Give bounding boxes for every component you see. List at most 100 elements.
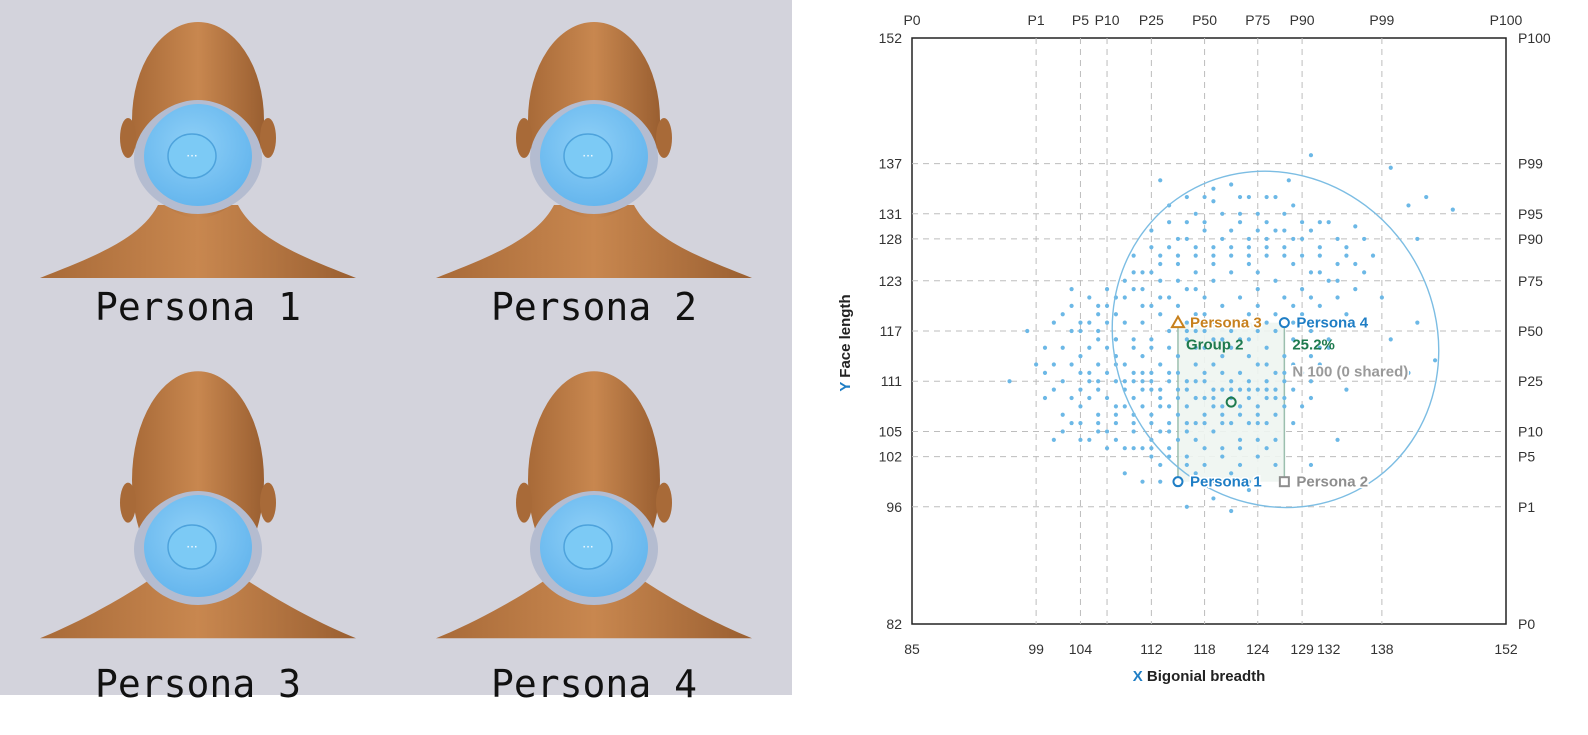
data-point: [1264, 379, 1269, 384]
data-point: [1291, 362, 1296, 367]
data-point: [1255, 287, 1260, 292]
data-point: [1229, 270, 1234, 275]
data-point: [1096, 312, 1101, 317]
data-point: [1193, 395, 1198, 401]
data-point: [1335, 278, 1340, 283]
data-point: [1060, 312, 1065, 317]
group-share-label: 25.2%: [1292, 337, 1335, 354]
data-point: [1211, 199, 1216, 204]
data-point: [1264, 345, 1269, 350]
data-point: [1149, 370, 1154, 375]
data-point: [1104, 395, 1110, 401]
x-percentile-label: P99: [1369, 12, 1394, 28]
data-point: [1273, 278, 1278, 283]
data-point: [1184, 287, 1189, 292]
data-point: [1229, 228, 1234, 233]
data-point: [1237, 194, 1243, 200]
data-point: [1202, 194, 1207, 200]
data-point: [1122, 362, 1127, 367]
data-point: [1273, 462, 1278, 468]
data-point: [1415, 320, 1420, 325]
data-point: [1344, 387, 1349, 392]
data-point: [1149, 245, 1154, 250]
data-point: [1069, 420, 1074, 426]
data-point: [1122, 446, 1127, 451]
data-point: [1229, 182, 1234, 187]
data-point: [1184, 337, 1189, 342]
data-point: [1211, 245, 1216, 250]
data-point: [1042, 370, 1048, 375]
data-point: [1096, 420, 1101, 426]
data-point: [1211, 337, 1216, 342]
group-label: Group 2: [1186, 337, 1244, 354]
data-point: [1104, 320, 1110, 325]
data-point: [1051, 362, 1056, 367]
x-tick-label: 85: [904, 641, 920, 657]
data-point: [1220, 446, 1225, 451]
data-point: [1193, 287, 1198, 292]
data-point: [1335, 295, 1340, 300]
persona-label: Persona 4: [491, 662, 697, 706]
data-point: [1211, 186, 1216, 191]
x-axis-title: X Bigonial breadth: [1133, 668, 1266, 685]
data-point: [1308, 462, 1314, 468]
data-point: [1087, 345, 1092, 350]
data-point: [1211, 496, 1216, 501]
data-point: [1308, 328, 1314, 334]
data-point: [1211, 362, 1216, 367]
data-point: [1326, 345, 1331, 350]
data-point: [1220, 412, 1225, 417]
y-axis-name: Face length: [837, 294, 854, 377]
data-point: [1149, 337, 1154, 342]
data-point: [1202, 379, 1207, 384]
data-point: [1264, 446, 1269, 451]
data-point: [1087, 320, 1092, 325]
data-point: [1326, 278, 1331, 283]
data-point: [1220, 354, 1225, 359]
data-point: [1167, 295, 1172, 300]
data-point: [1167, 220, 1172, 225]
data-point: [1104, 370, 1110, 375]
persona-annotation: Persona 4: [1296, 315, 1368, 332]
data-point: [1255, 437, 1260, 442]
data-point: [1317, 303, 1322, 308]
data-point: [1246, 312, 1251, 317]
data-point: [1167, 379, 1172, 384]
data-point: [1184, 404, 1189, 409]
data-point: [1344, 253, 1349, 258]
y-percentile-label: P0: [1518, 616, 1535, 632]
data-point: [1069, 395, 1074, 401]
y-percentile-label: P75: [1518, 273, 1543, 289]
data-point: [1308, 153, 1314, 158]
data-point: [1353, 261, 1358, 267]
data-point: [1308, 295, 1314, 300]
data-point: [1113, 337, 1119, 342]
data-point: [1149, 454, 1154, 459]
data-point: [1326, 370, 1331, 375]
data-point: [1078, 328, 1083, 334]
svg-text:···: ···: [186, 149, 197, 163]
data-point: [1211, 261, 1216, 267]
data-point: [1140, 287, 1145, 292]
data-point: [1202, 295, 1207, 300]
persona-head-image: ···: [40, 22, 356, 278]
data-point: [1087, 395, 1092, 401]
data-point: [1184, 236, 1189, 242]
data-point: [1167, 370, 1172, 375]
data-point: [1113, 420, 1119, 426]
data-point: [1131, 446, 1136, 451]
data-point: [1273, 395, 1278, 401]
data-point: [1184, 420, 1189, 426]
data-point: [1432, 358, 1438, 363]
data-point: [1131, 429, 1136, 434]
data-point: [1202, 328, 1207, 334]
x-axis-name: Bigonial breadth: [1147, 668, 1265, 685]
data-point: [1220, 404, 1225, 409]
y-axis-title: Y Face length: [837, 294, 854, 391]
data-point: [1167, 429, 1172, 434]
y-tick-label: 105: [879, 423, 903, 439]
data-point: [1264, 194, 1269, 200]
y-tick-label: 111: [881, 373, 902, 389]
data-point: [1282, 253, 1287, 258]
data-point: [1246, 487, 1251, 493]
